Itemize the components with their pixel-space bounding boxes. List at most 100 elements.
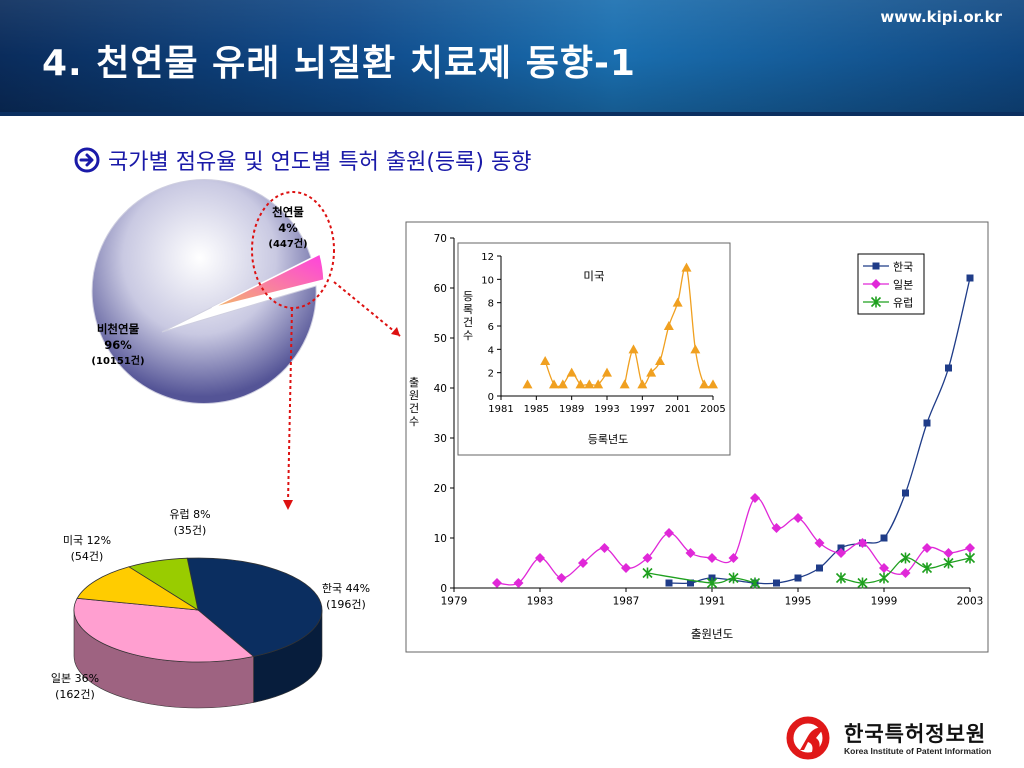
main-y-tick-label: 40: [434, 383, 447, 395]
main-x-tick-label: 1999: [871, 596, 898, 608]
inset-y-axis-label-char: 등: [463, 290, 473, 303]
legend-marker-0: [872, 262, 880, 270]
pie-percent-non-natural: 96%: [104, 338, 132, 352]
inset-y-axis-label-char: 록: [463, 303, 473, 316]
main-data-point-0: [923, 419, 931, 427]
pie3d-label-japan: 일본 36%: [51, 671, 99, 685]
pie3d-count-europe: (35건): [174, 524, 207, 537]
inset-x-tick-label: 1985: [524, 404, 549, 415]
main-data-point-1: [535, 553, 545, 563]
main-data-point-2: [728, 572, 739, 584]
main-x-axis-label: 출원년도: [691, 627, 733, 641]
main-data-point-1: [599, 543, 610, 553]
main-data-point-2: [943, 557, 954, 569]
main-x-tick-label: 1987: [613, 596, 640, 608]
legend-label-0: 한국: [893, 261, 913, 274]
pie3d-label-usa: 미국 12%: [63, 534, 111, 547]
logo-name: 한국특허정보원: [844, 722, 987, 746]
inset-data-point-0: [672, 297, 683, 307]
main-data-point-0: [945, 364, 952, 372]
main-data-point-0: [902, 489, 909, 497]
callout-arrowhead-pie: [283, 500, 293, 510]
inset-data-point-0: [646, 367, 657, 377]
main-data-point-0: [665, 579, 673, 587]
inset-data-point-0: [540, 356, 551, 365]
main-y-tick-label: 70: [434, 233, 447, 245]
pie-count-natural: (447건): [268, 237, 307, 250]
main-x-tick-label: 1983: [527, 596, 554, 608]
pie3d-label-europe: 유럽 8%: [169, 507, 210, 521]
pie3d-slice-2: [76, 566, 199, 611]
main-data-point-2: [706, 577, 718, 589]
header-banner: [0, 0, 1024, 112]
pie-percent-natural: 4%: [278, 221, 298, 235]
inset-data-point-0: [628, 344, 639, 354]
legend-marker-1: [871, 279, 881, 289]
page-title: 4. 천연물 유래 뇌질환 치료제 동향-1: [42, 43, 636, 84]
inset-x-tick-label: 2005: [700, 404, 725, 415]
pie3d-label-korea: 한국 44%: [322, 582, 370, 595]
pie3d-slice-1: [73, 597, 255, 663]
inset-y-tick-label: 4: [488, 345, 494, 356]
legend-label-2: 유럽: [893, 296, 913, 310]
header-divider: [0, 112, 1024, 116]
subtitle: 국가별 점유율 및 연도별 특허 출원(등록) 동향: [74, 143, 531, 177]
inset-data-point-0: [681, 262, 692, 272]
main-data-point-1: [642, 553, 653, 563]
inset-x-tick-label: 1997: [630, 404, 655, 415]
main-y-axis-label-char: 원: [409, 389, 419, 402]
site-url[interactable]: www.kipi.or.kr: [880, 8, 1002, 26]
main-y-tick-label: 20: [434, 483, 447, 495]
main-series-line-2: [647, 572, 756, 584]
main-data-point-2: [878, 572, 890, 584]
inset-data-point-0: [566, 367, 577, 377]
inset-data-point-0: [619, 379, 630, 389]
main-data-point-1: [857, 538, 868, 548]
inset-data-point-0: [522, 379, 533, 389]
main-data-point-1: [836, 548, 846, 558]
inset-y-tick-label: 2: [488, 369, 494, 380]
main-data-point-1: [879, 563, 889, 573]
main-data-point-0: [880, 534, 888, 542]
main-x-tick-label: 1995: [785, 596, 812, 608]
header-banner-shade: [0, 0, 1024, 112]
inset-data-point-0: [575, 379, 586, 389]
inset-y-tick-label: 8: [488, 299, 494, 310]
main-y-axis-label-char: 출: [409, 376, 419, 389]
main-data-point-1: [922, 543, 932, 553]
inset-data-point-0: [637, 379, 648, 389]
inset-data-point-0: [708, 379, 718, 389]
pie-country-share: [73, 557, 323, 709]
inset-data-point-0: [690, 344, 701, 354]
main-x-tick-label: 2003: [957, 596, 984, 608]
inset-y-tick-label: 10: [481, 275, 494, 286]
main-data-point-2: [964, 552, 976, 564]
inset-data-point-0: [663, 321, 674, 330]
pie3d-count-japan: (162건): [55, 688, 95, 701]
main-data-point-1: [728, 553, 739, 563]
main-data-point-1: [685, 548, 696, 558]
inset-y-tick-label: 12: [481, 252, 494, 263]
main-y-tick-label: 50: [434, 333, 447, 345]
main-data-point-1: [621, 563, 631, 573]
legend-label-1: 일본: [893, 278, 913, 292]
legend-marker-2: [870, 296, 882, 308]
callout-arrowhead-chart: [391, 327, 400, 336]
inset-x-tick-label: 1981: [488, 404, 513, 415]
main-data-point-2: [921, 562, 933, 574]
main-data-point-0: [816, 564, 823, 572]
main-data-point-1: [771, 523, 782, 533]
inset-y-tick-label: 6: [488, 322, 494, 333]
inset-y-tick-label: 0: [488, 392, 494, 403]
inset-data-point-0: [584, 379, 595, 389]
inset-x-axis-label: 등록년도: [588, 433, 628, 446]
main-y-tick-label: 0: [440, 583, 447, 595]
inset-data-point-0: [699, 379, 710, 389]
main-data-point-0: [966, 274, 974, 282]
main-data-point-1: [900, 568, 911, 578]
inset-data-point-0: [593, 379, 604, 389]
main-x-tick-label: 1991: [699, 596, 726, 608]
main-data-point-2: [642, 567, 653, 579]
